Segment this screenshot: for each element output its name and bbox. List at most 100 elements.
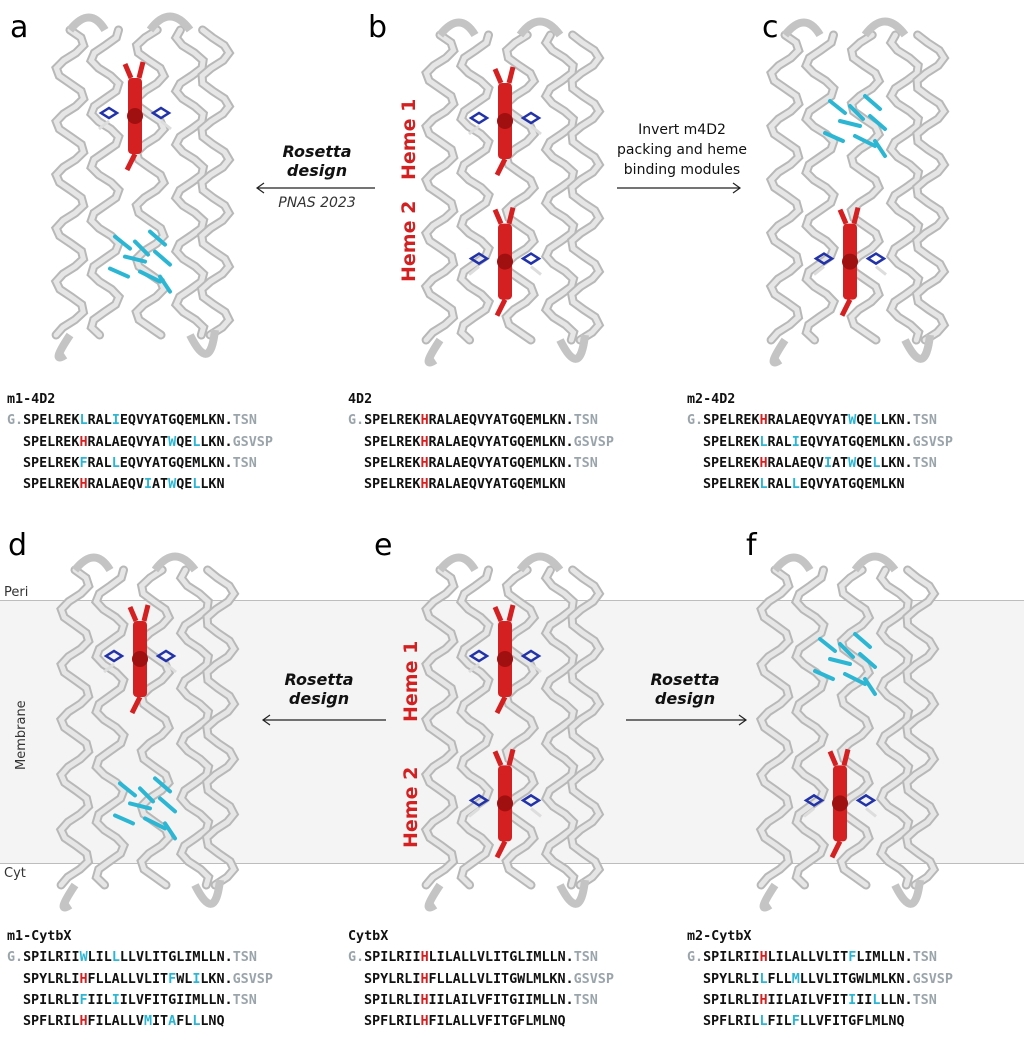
- arrow-de-title: Rosetta design: [284, 670, 354, 708]
- residue-segment: TSN: [573, 992, 598, 1008]
- sequence-line-2: SPELREKHRALAEQVYATWQELLKN.GSVSP: [7, 432, 273, 453]
- residue-segment: LILALLVLITGLIMLLN.: [428, 950, 574, 966]
- residue-segment: W: [79, 950, 88, 966]
- residue-segment: I: [111, 413, 120, 429]
- residue-segment: H: [420, 992, 429, 1008]
- residue-segment: SPELREK: [703, 434, 760, 450]
- residue-segment: H: [79, 434, 88, 450]
- residue-segment: H: [759, 455, 768, 471]
- sequence-line-3: SPILRLIHIILAILVFITGIIMLLN.TSN: [348, 990, 614, 1011]
- residue-segment: RAL: [87, 413, 112, 429]
- residue-segment: ILVFITGIIMLLN.: [119, 992, 233, 1008]
- packing-residue-icon: [853, 134, 877, 148]
- panel-letter-c: c: [762, 10, 779, 45]
- sequence-line-4: SPELREKHRALAEQVYATGQEMLKN: [348, 474, 614, 495]
- residue-segment: H: [420, 477, 429, 493]
- residue-segment: H: [79, 971, 88, 987]
- residue-segment: EQVYATGQEMLKN.: [119, 455, 233, 471]
- residue-segment: I: [111, 992, 120, 1008]
- residue-segment: H: [759, 992, 768, 1008]
- residue-segment: QE: [856, 413, 873, 429]
- residue-segment: L: [759, 477, 768, 493]
- residue-segment: TSN: [232, 413, 257, 429]
- residue-segment: SPELREK: [23, 434, 80, 450]
- residue-segment: LLVLITGWLMLKN.: [799, 971, 913, 987]
- residue-segment: L: [759, 971, 768, 987]
- packing-residue-icon: [158, 796, 177, 814]
- residue-segment: EQVYATGQEMLKN: [799, 477, 905, 493]
- sequence-line-3: SPELREKHRALAEQVIATWQELLKN.TSN: [687, 453, 953, 474]
- residue-segment: EQVYATGQEMLKN.: [119, 413, 233, 429]
- residue-segment: RAL: [767, 477, 792, 493]
- residue-segment: F: [848, 950, 857, 966]
- residue-segment: RALAEQVYATGQEMLKN.: [428, 413, 574, 429]
- residue-segment: L: [192, 434, 201, 450]
- residue-segment: L: [872, 992, 881, 1008]
- sequence-line-1: G.SPELREKHRALAEQVYATGQEMLKN.TSN: [348, 410, 614, 431]
- sequence-title: m2-CytbX: [687, 929, 752, 944]
- residue-segment: TSN: [232, 455, 257, 471]
- packing-residue-icon: [123, 254, 147, 264]
- residue-segment: FL: [176, 1014, 193, 1030]
- packing-residue-icon: [138, 786, 155, 804]
- arrow-ef-right-icon: [626, 714, 748, 726]
- residue-segment: QE: [856, 455, 873, 471]
- residue-segment: G.: [348, 950, 365, 966]
- residue-segment: SPELREK: [23, 477, 80, 493]
- residue-segment: RALAEQVYAT: [87, 434, 169, 450]
- residue-segment: SPELREK: [364, 413, 421, 429]
- residue-segment: RALAEQVYATGQEMLKN: [428, 477, 566, 493]
- residue-segment: IT: [152, 1014, 169, 1030]
- residue-segment: LILALLVLIT: [767, 950, 849, 966]
- packing-residue-icon: [868, 114, 887, 131]
- residue-segment: TSN: [912, 455, 937, 471]
- sequence-line-4: SPFLRILHFILALLVFITGFLMLNQ: [348, 1011, 614, 1032]
- loop-backbone: [424, 17, 589, 367]
- residue-segment: G.: [348, 413, 365, 429]
- packing-residue-icon: [873, 139, 887, 158]
- arrow-ab-left-icon: [255, 182, 375, 194]
- residue-segment: SPILRII: [703, 950, 760, 966]
- residue-segment: F: [791, 1014, 800, 1030]
- residue-segment: SPILRII: [23, 950, 80, 966]
- residue-segment: TSN: [232, 992, 257, 1008]
- sequence-title: CytbX: [348, 929, 389, 944]
- packing-residue-icon: [828, 657, 852, 666]
- sequence-line-3: SPILRLIFIILIILVFITGIIMLLN.TSN: [7, 990, 273, 1011]
- sequence-line-1: G.SPILRIIHLILALLVLITGLIMLLN.TSN: [348, 947, 614, 968]
- packing-residue-icon: [153, 249, 172, 267]
- residue-segment: G.: [687, 413, 704, 429]
- packing-residue-icon: [133, 239, 150, 257]
- residue-segment: TSN: [573, 413, 598, 429]
- residue-segment: LKN: [200, 477, 225, 493]
- packing-residue-icon: [853, 632, 872, 649]
- residue-segment: SPFLRIL: [23, 1014, 80, 1030]
- residue-segment: LKN.: [200, 434, 233, 450]
- residue-segment: I: [823, 455, 832, 471]
- cyt-label: Cyt: [4, 866, 26, 881]
- residue-segment: AT: [832, 455, 849, 471]
- residue-segment: IIL: [87, 992, 112, 1008]
- residue-segment: WL: [176, 971, 193, 987]
- residue-segment: TSN: [573, 950, 598, 966]
- packing-residue-icon: [148, 229, 167, 247]
- sequence-title: m2-4D2: [687, 392, 736, 407]
- packing-residue-icon: [128, 801, 152, 811]
- packing-residue-icon: [108, 266, 130, 279]
- packing-residue-icon: [153, 776, 172, 794]
- residue-segment: GSVSP: [912, 971, 953, 987]
- residue-segment: H: [79, 1014, 88, 1030]
- arrow-ef-title: Rosetta design: [650, 670, 720, 708]
- sequence-title: m1-CytbX: [7, 929, 72, 944]
- residue-segment: SPYLRLI: [364, 971, 421, 987]
- sequence-title: 4D2: [348, 392, 373, 407]
- residue-segment: RALAEQVYATGQEMLKN.: [428, 434, 574, 450]
- residue-segment: SPELREK: [364, 434, 421, 450]
- packing-residue-icon: [138, 269, 162, 284]
- residue-segment: FIL: [767, 1014, 792, 1030]
- residue-segment: SPELREK: [703, 455, 760, 471]
- residue-segment: W: [848, 455, 857, 471]
- residue-segment: SPELREK: [364, 455, 421, 471]
- residue-segment: TSN: [573, 455, 598, 471]
- residue-segment: IILAILVFIT: [767, 992, 849, 1008]
